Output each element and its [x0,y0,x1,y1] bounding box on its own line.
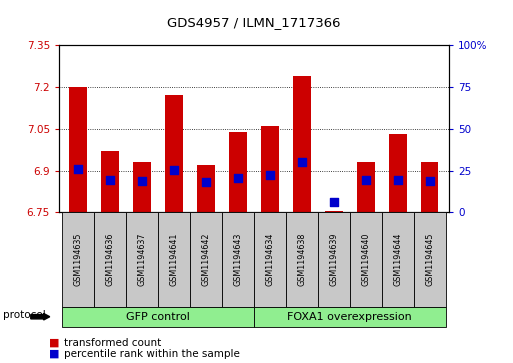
Point [106,178,114,183]
Bar [293,76,311,212]
Bar [197,165,215,212]
Bar [158,212,190,307]
Text: ■: ■ [49,349,59,359]
Text: GSM1194637: GSM1194637 [137,233,147,286]
Bar [389,134,406,212]
Text: GSM1194642: GSM1194642 [202,233,210,286]
Text: GSM1194641: GSM1194641 [169,233,179,286]
Point [202,179,210,185]
Bar [62,307,254,327]
Bar [62,212,94,307]
Text: GSM1194636: GSM1194636 [106,233,114,286]
Bar [254,307,446,327]
Point [426,178,434,184]
Point [330,199,338,205]
Text: percentile rank within the sample: percentile rank within the sample [64,349,240,359]
Bar [382,212,413,307]
Text: GSM1194638: GSM1194638 [298,233,306,286]
Text: GDS4957 / ILMN_1717366: GDS4957 / ILMN_1717366 [167,16,341,29]
Text: FOXA1 overexpression: FOXA1 overexpression [287,312,412,322]
Bar [261,126,279,212]
Bar [357,162,374,212]
Point [298,159,306,165]
Point [170,167,178,173]
Text: transformed count: transformed count [64,338,162,348]
Bar [254,212,286,307]
Bar [325,211,343,212]
Bar [286,212,318,307]
Point [234,175,242,181]
Bar [94,212,126,307]
Bar [102,151,119,212]
Text: GSM1194634: GSM1194634 [265,233,274,286]
Bar [413,212,446,307]
Text: GSM1194635: GSM1194635 [74,233,83,286]
Bar [69,87,87,212]
Text: GSM1194639: GSM1194639 [329,233,339,286]
Point [393,177,402,183]
Text: GSM1194644: GSM1194644 [393,233,402,286]
Text: protocol: protocol [3,310,45,320]
Bar [318,212,350,307]
Text: ■: ■ [49,338,59,348]
Bar [350,212,382,307]
Text: GSM1194640: GSM1194640 [361,233,370,286]
Text: GFP control: GFP control [126,312,190,322]
Bar [126,212,158,307]
Text: GSM1194643: GSM1194643 [233,233,243,286]
Bar [222,212,254,307]
Text: GSM1194645: GSM1194645 [425,233,434,286]
Point [138,178,146,184]
Bar [165,95,183,212]
Point [362,178,370,183]
Bar [190,212,222,307]
Bar [229,132,247,212]
Bar [133,162,151,212]
Point [266,172,274,178]
Bar [421,162,439,212]
Point [74,166,82,172]
